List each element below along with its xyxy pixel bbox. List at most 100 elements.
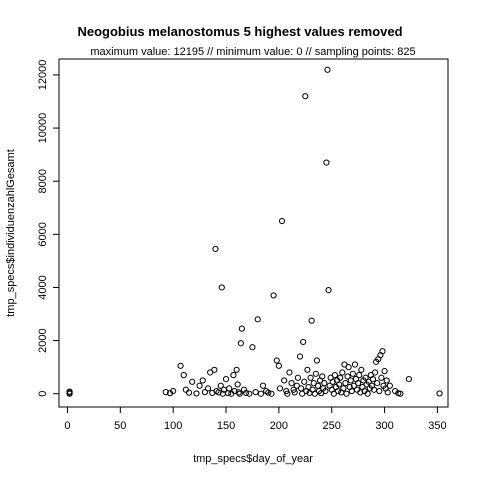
- data-point: [193, 390, 200, 397]
- data-point: [342, 379, 349, 387]
- x-axis: 0 50 100 150 200 250 300 350: [64, 406, 447, 432]
- plot-frame: [58, 58, 449, 408]
- data-point: [257, 390, 264, 397]
- data-point: [357, 389, 364, 396]
- data-point: [284, 390, 291, 397]
- data-point: [340, 385, 347, 392]
- x-tick-label: 250: [323, 420, 341, 432]
- data-point: [336, 381, 343, 388]
- data-point: [374, 379, 381, 387]
- data-point: [217, 382, 224, 389]
- data-point: [381, 368, 388, 375]
- data-point: [365, 378, 372, 385]
- data-points: [66, 66, 443, 397]
- data-point: [189, 378, 196, 385]
- data-point: [343, 390, 350, 397]
- data-point: [339, 369, 346, 376]
- data-point: [302, 93, 309, 100]
- data-point: [321, 379, 328, 387]
- data-point: [341, 361, 348, 368]
- y-tick-label: 8000: [37, 169, 49, 193]
- x-axis-label: tmp_specs$day_of_year: [193, 453, 313, 465]
- data-point: [201, 389, 208, 396]
- data-point: [301, 378, 308, 385]
- data-point: [362, 374, 369, 381]
- data-point: [378, 374, 385, 381]
- data-point: [307, 374, 314, 381]
- data-point: [297, 385, 305, 392]
- data-point: [270, 292, 277, 299]
- data-point: [238, 325, 245, 332]
- data-point: [278, 217, 286, 225]
- data-point: [349, 370, 356, 377]
- data-point: [199, 377, 206, 384]
- data-point: [364, 390, 371, 397]
- data-point: [314, 382, 322, 389]
- data-point: [405, 376, 412, 383]
- data-point: [379, 348, 386, 355]
- data-point: [180, 372, 187, 379]
- y-axis: 0 2000 4000 6000 8000 10000 12000: [37, 60, 60, 397]
- data-point: [237, 340, 244, 347]
- data-point: [436, 390, 443, 397]
- data-point: [243, 389, 250, 397]
- data-point: [334, 387, 342, 395]
- data-point: [369, 376, 377, 383]
- chart-subtitle: maximum value: 12195 // minimum value: 0…: [90, 46, 415, 58]
- data-point: [246, 390, 253, 397]
- data-point: [236, 390, 243, 397]
- data-point: [356, 372, 363, 379]
- data-point: [204, 385, 212, 392]
- y-tick-label: 12000: [37, 60, 49, 91]
- y-axis-label: tmp_specs$individuenzahlGesamt: [5, 149, 17, 317]
- data-point: [358, 366, 365, 373]
- data-point: [345, 364, 352, 371]
- data-point: [196, 382, 203, 389]
- data-point: [300, 338, 307, 346]
- data-point: [312, 370, 319, 377]
- data-point: [276, 385, 284, 392]
- data-point: [281, 377, 288, 384]
- data-point: [304, 366, 311, 373]
- y-tick-label: 2000: [37, 328, 49, 352]
- data-point: [226, 385, 233, 392]
- data-point: [383, 377, 390, 384]
- data-point: [66, 388, 73, 395]
- data-point: [234, 381, 241, 388]
- x-tick-label: 0: [64, 420, 70, 432]
- data-point: [330, 390, 337, 397]
- data-point: [305, 383, 312, 391]
- data-point: [331, 372, 338, 379]
- data-point: [323, 159, 330, 166]
- data-point: [218, 284, 225, 291]
- data-point: [371, 369, 379, 376]
- data-point: [273, 357, 280, 364]
- data-point: [177, 362, 184, 369]
- data-point: [384, 389, 391, 396]
- data-point: [252, 389, 259, 396]
- y-tick-label: 6000: [37, 222, 49, 246]
- data-point: [347, 377, 354, 384]
- chart-title: Neogobius melanostomus 5 highest values …: [77, 24, 402, 39]
- x-tick-label: 350: [428, 420, 446, 432]
- data-point: [275, 362, 282, 369]
- data-point: [170, 387, 177, 395]
- data-point: [351, 361, 359, 368]
- data-point: [222, 376, 230, 383]
- data-point: [296, 353, 304, 360]
- x-tick-label: 300: [375, 420, 393, 432]
- data-point: [231, 387, 238, 395]
- data-point: [268, 390, 275, 397]
- data-point: [311, 390, 318, 397]
- data-point: [207, 369, 214, 376]
- data-point: [162, 389, 169, 396]
- data-point: [386, 382, 393, 389]
- data-point: [319, 373, 326, 380]
- data-point: [259, 382, 267, 389]
- data-point: [211, 366, 218, 373]
- data-point: [376, 387, 383, 395]
- data-point: [322, 387, 329, 395]
- data-point: [355, 379, 362, 387]
- data-point: [288, 379, 295, 387]
- data-point: [293, 382, 300, 389]
